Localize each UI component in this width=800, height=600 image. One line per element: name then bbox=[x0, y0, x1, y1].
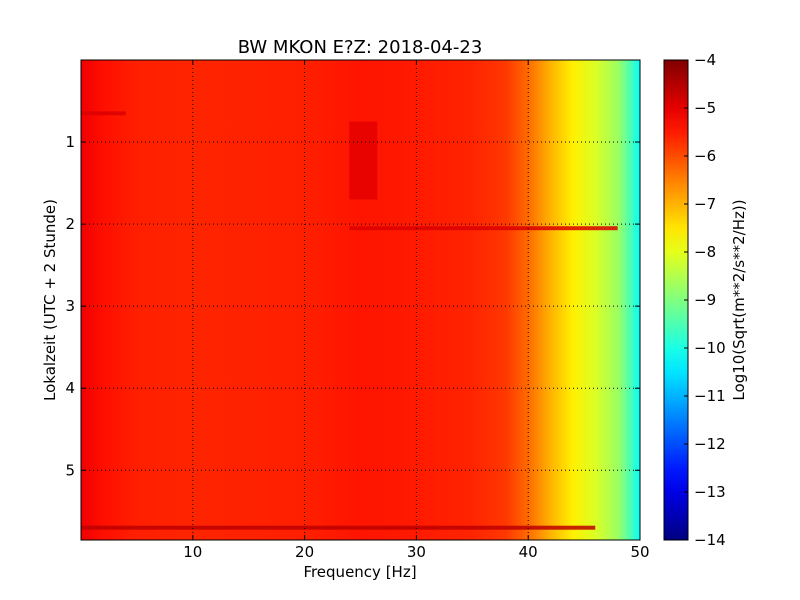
colorbar-ticks: −4 −5 −6 −7 −8 −9 −10 −11 −12 −13 −14 bbox=[684, 51, 726, 549]
colorbar-tick-label: −10 bbox=[694, 339, 726, 357]
y-tick-label: 4 bbox=[65, 379, 75, 397]
y-axis-label: Lokalzeit (UTC + 2 Stunde) bbox=[41, 199, 59, 401]
heatmap-feature bbox=[349, 121, 378, 200]
colorbar: −4 −5 −6 −7 −8 −9 −10 −11 −12 −13 −14 Log10(Sqrt(m… bbox=[663, 51, 748, 549]
plot-frame bbox=[80, 59, 641, 541]
x-axis-ticks: 10 20 30 40 50 bbox=[183, 60, 650, 561]
colorbar-tick-label: −5 bbox=[694, 99, 716, 117]
colorbar-label: Log10(Sqrt(m**2/s**2/Hz)) bbox=[730, 199, 748, 400]
x-tick-label: 10 bbox=[183, 543, 202, 561]
x-tick-label: 20 bbox=[295, 543, 314, 561]
colorbar-tick-label: −13 bbox=[694, 483, 726, 501]
heatmap-feature bbox=[81, 111, 126, 116]
colorbar-tick-label: −14 bbox=[694, 531, 726, 549]
heatmap-feature bbox=[81, 525, 596, 530]
grid-lines bbox=[81, 60, 640, 540]
y-tick-label: 5 bbox=[65, 461, 75, 479]
colorbar-tick-label: −6 bbox=[694, 147, 716, 165]
plot-area: 10 20 30 40 50 1 2 3 4 5 bbox=[65, 59, 650, 561]
x-axis-label: Frequency [Hz] bbox=[303, 563, 416, 581]
y-axis-ticks: 1 2 3 4 5 bbox=[65, 133, 640, 479]
x-tick-label: 40 bbox=[519, 543, 538, 561]
heatmap-features bbox=[81, 111, 618, 530]
y-tick-label: 2 bbox=[65, 215, 75, 233]
chart-title: BW MKON E?Z: 2018-04-23 bbox=[238, 37, 483, 58]
colorbar-tick-label: −11 bbox=[694, 387, 726, 405]
y-tick-label: 3 bbox=[65, 297, 75, 315]
heatmap-feature bbox=[349, 226, 618, 231]
colorbar-tick-label: −7 bbox=[694, 195, 716, 213]
colorbar-tick-label: −12 bbox=[694, 435, 726, 453]
x-tick-label: 50 bbox=[630, 543, 649, 561]
y-tick-label: 1 bbox=[65, 133, 75, 151]
x-tick-label: 30 bbox=[407, 543, 426, 561]
colorbar-tick-label: −4 bbox=[694, 51, 716, 69]
colorbar-tick-label: −8 bbox=[694, 243, 716, 261]
colorbar-tick-label: −9 bbox=[694, 291, 716, 309]
